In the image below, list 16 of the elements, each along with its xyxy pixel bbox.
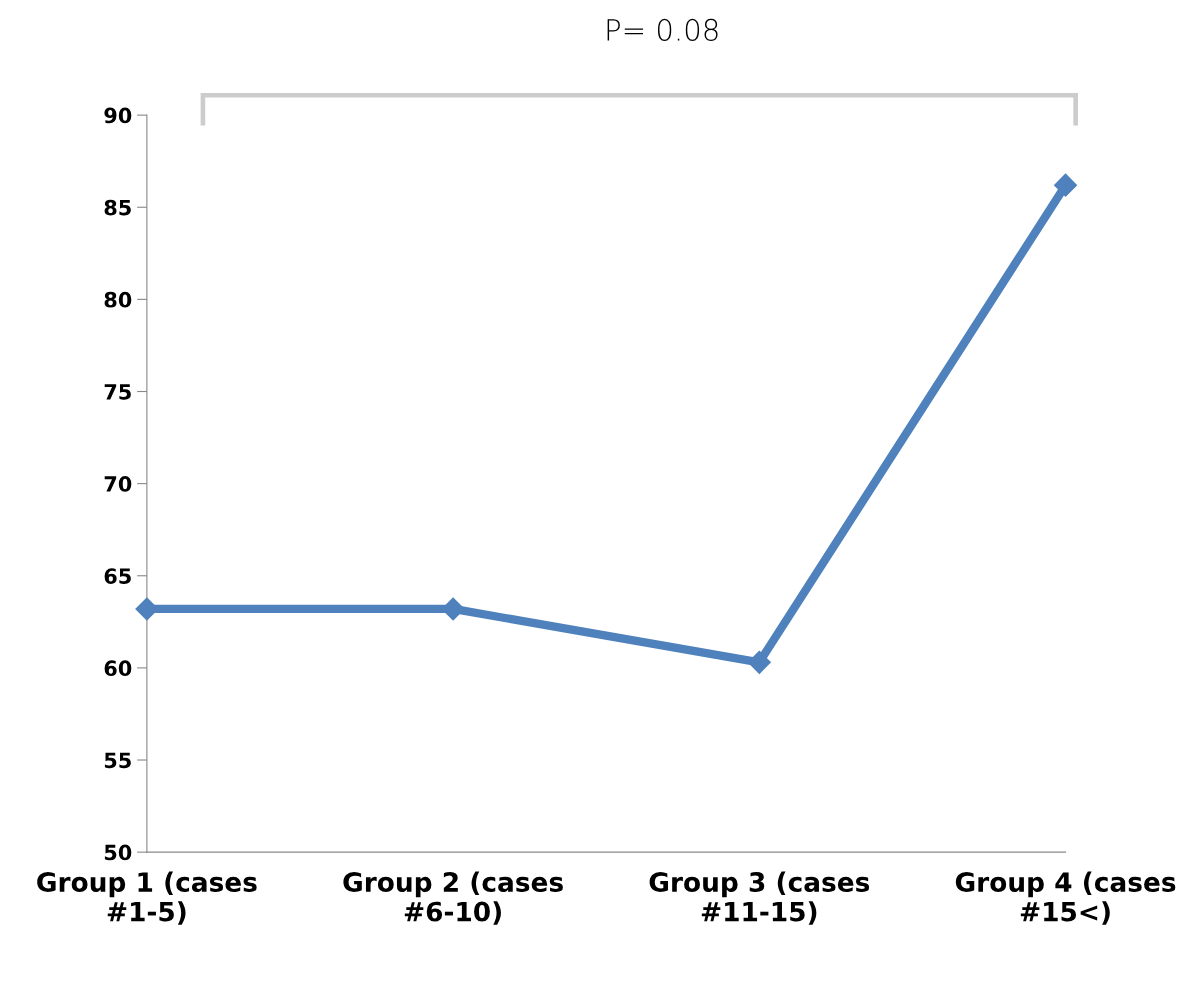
y-tick-label: 85 bbox=[104, 199, 131, 216]
x-tick-label: Group 3 (cases #11-15) bbox=[649, 871, 870, 925]
y-tick-label: 75 bbox=[104, 384, 131, 400]
x-tick-label: Group 2 (cases #6-10) bbox=[343, 871, 563, 925]
x-tick-label: Group 1 (cases #1-5) bbox=[37, 871, 257, 925]
y-tick-label: 70 bbox=[104, 476, 132, 492]
point bbox=[1054, 173, 1078, 197]
point bbox=[747, 650, 771, 674]
x-tick-label: Group 4 (cases #15<) bbox=[955, 871, 1176, 925]
y-tick-label: 80 bbox=[104, 291, 132, 308]
y-tick-label: 65 bbox=[104, 568, 131, 584]
y-tick-label: 50 bbox=[104, 844, 132, 861]
y-tick-label: 60 bbox=[104, 660, 132, 677]
y-tick-label: 90 bbox=[104, 107, 132, 124]
text: P= 0.08 bbox=[607, 18, 718, 41]
y-tick-label: 55 bbox=[104, 752, 131, 769]
